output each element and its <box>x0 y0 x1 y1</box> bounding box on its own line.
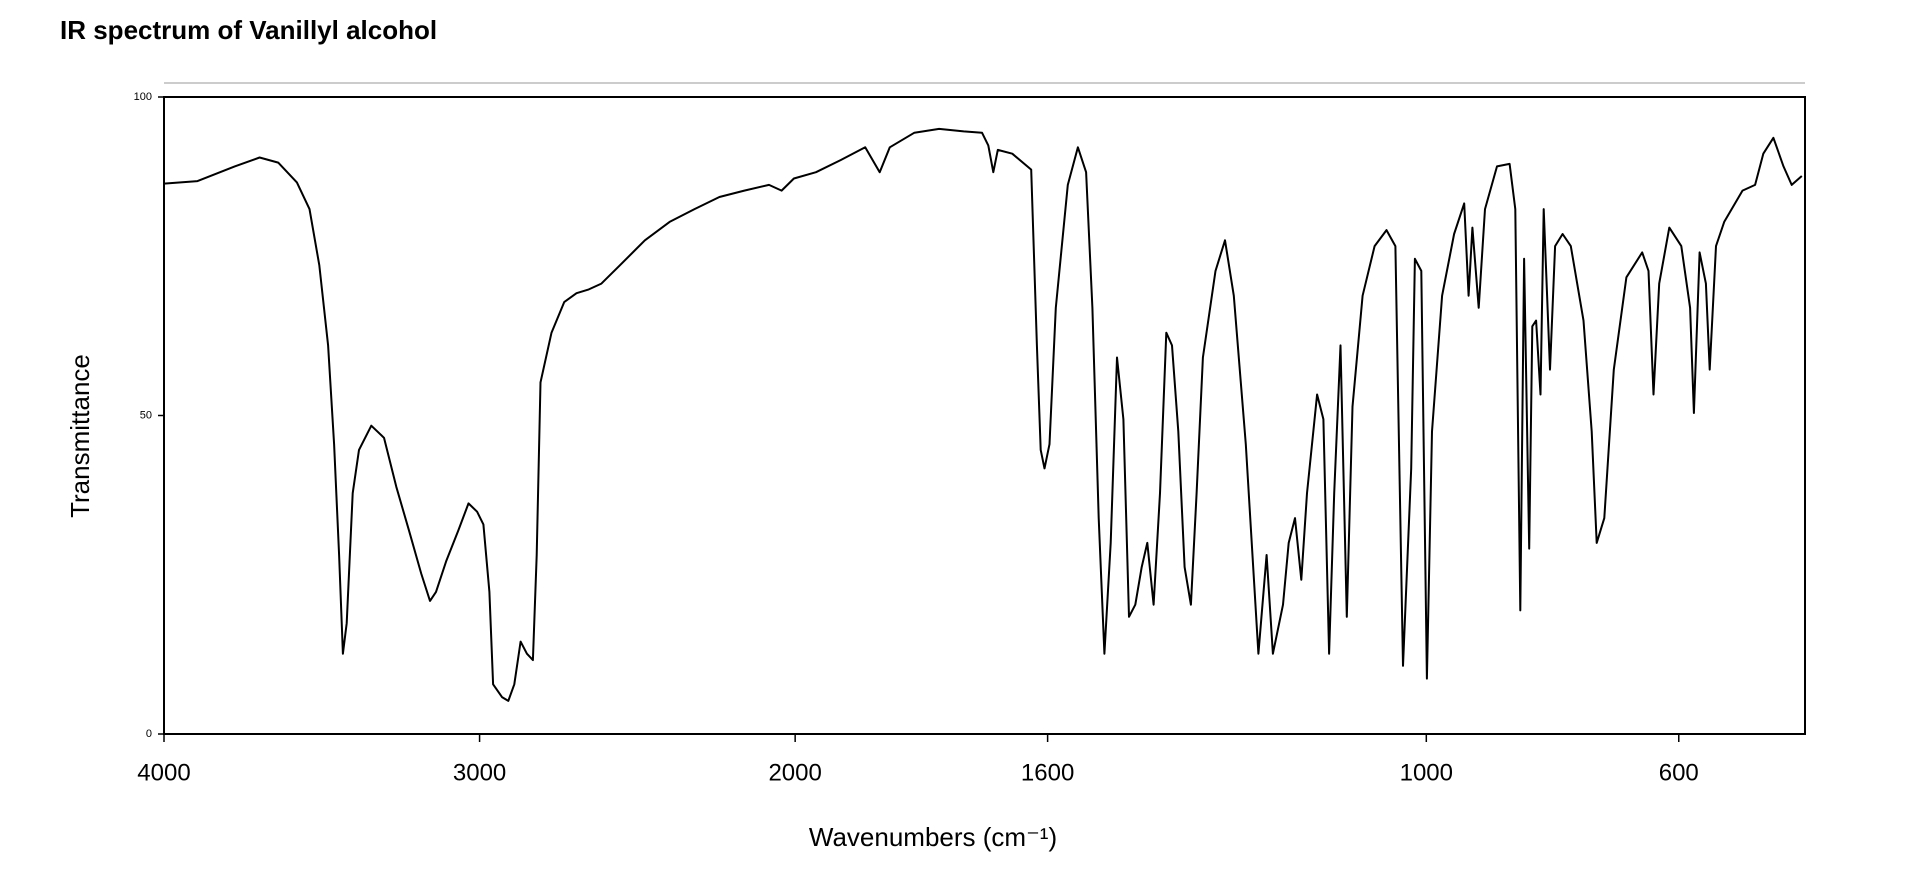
x-tick-label: 600 <box>1659 759 1699 786</box>
chart-title: IR spectrum of Vanillyl alcohol <box>60 15 437 45</box>
x-tick-label: 2000 <box>768 759 821 786</box>
spectrum-line <box>163 127 1803 702</box>
x-tick-label: 1600 <box>1021 759 1074 786</box>
y-tick-label: 50 <box>140 409 152 421</box>
y-tick-label: 0 <box>146 728 152 740</box>
x-axis-label: Wavenumbers (cm⁻¹) <box>809 822 1057 852</box>
y-axis-label: Transmittance <box>65 354 95 518</box>
y-tick-label: 100 <box>134 91 152 103</box>
x-tick-label: 1000 <box>1400 759 1453 786</box>
x-tick-label: 4000 <box>137 759 190 786</box>
x-tick-label: 3000 <box>453 759 506 786</box>
plot-frame <box>163 96 1806 735</box>
